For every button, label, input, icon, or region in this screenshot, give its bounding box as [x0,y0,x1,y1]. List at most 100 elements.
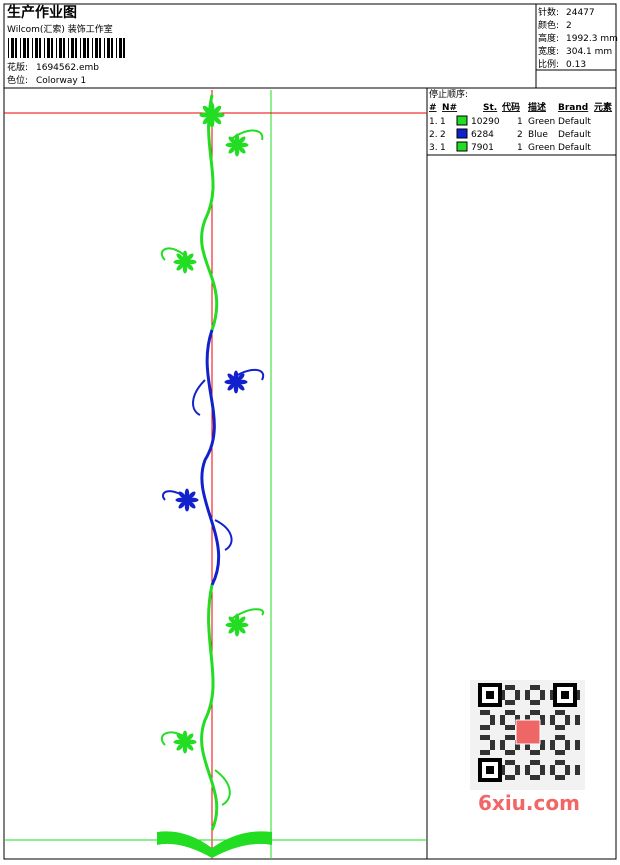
flower-petal [224,379,235,385]
table-title: 停止顺序: [429,88,468,100]
qr-cell [540,745,545,750]
flower-petal [225,142,236,148]
flower-petal [187,500,196,509]
qr-cell [515,690,520,695]
flower-petal [202,105,212,115]
vine-stem [200,584,219,831]
flower-petal [213,112,225,118]
qr-cell [560,750,565,755]
stat-label: 颜色: [538,19,559,31]
stitches: 6284 [471,130,494,140]
stat-value: 1992.3 mm [566,34,618,44]
bar-stripe [87,38,89,58]
qr-cell [505,750,510,755]
column-header: St. [483,103,497,113]
qr-cell [490,740,495,745]
qr-cell [515,770,520,775]
qr-cell [560,735,565,740]
qr-cell [515,695,520,700]
column-header: 描述 [528,101,546,113]
brand: Default [558,130,591,140]
flower-petal [228,145,237,154]
stat-value: 24477 [566,8,595,18]
bar-stripe [111,38,113,58]
qr-cell [565,745,570,750]
qr-cell [565,715,570,720]
qr-cell [550,770,555,775]
flower-petal [234,146,240,157]
qr-cell [515,745,520,750]
qr-cell [525,770,530,775]
flower-center [233,141,241,149]
qr-cell [575,740,580,745]
bar-stripe [56,38,57,58]
qr-cell [575,765,580,770]
needle: 1 [440,117,446,127]
qr-cell [530,700,535,705]
qr-cell [550,695,555,700]
description: Green [528,117,555,127]
stat-label: 高度: [538,32,559,44]
row-index: 2. [429,130,438,140]
bar-stripe [119,38,122,58]
column-header: 代码 [501,101,520,113]
qr-cell [555,710,560,715]
flower-petal [237,145,246,154]
vine-curl [229,368,265,381]
flower-petal [187,491,196,500]
qr-cell [575,770,580,775]
qr-cell [480,710,485,715]
flower-center [181,738,189,746]
qr-cell [500,720,505,725]
flower-petal [184,501,190,512]
qr-cell [505,775,510,780]
flower-center [232,378,240,386]
qr-cell [510,750,515,755]
qr-cell [535,685,540,690]
qr-cell [565,770,570,775]
flower-petal [188,497,199,503]
vine-base [157,831,272,858]
flower-petal [237,136,246,145]
bar-stripe [8,38,9,58]
qr-code [470,680,585,790]
qr-finder-dot [486,691,494,699]
qr-cell [500,740,505,745]
bar-stripe [27,38,29,58]
design: 1694562.emb [36,63,99,73]
code: 2 [517,130,523,140]
vine-curl [160,247,191,261]
bar-stripe [23,38,26,58]
qr-cell [560,725,565,730]
qr-cell [555,750,560,755]
qr-cell [535,710,540,715]
flower-petal [228,616,237,625]
qr-cell [490,715,495,720]
flower-petal [227,382,236,391]
bar-stripe [71,38,74,58]
flower-petal [182,263,188,274]
qr-cell [555,760,560,765]
flower-petal [237,625,246,634]
vine-curl [214,519,233,551]
column-header: N# [442,103,457,113]
flower-petal [228,625,237,634]
qr-cell [515,715,520,720]
flower-petal [185,253,194,262]
flower-petal [185,742,194,751]
color-swatch [456,128,468,139]
flower-center [208,111,216,119]
flower-petal [228,136,237,145]
qr-cell [540,740,545,745]
vine-stem [200,94,219,331]
column-header: Brand [558,103,588,113]
flower-petal [234,626,240,637]
bar-stripe [51,38,53,58]
qr-cell [565,765,570,770]
qr-cell [555,775,560,780]
qr-cell [480,750,485,755]
qr-cell [500,695,505,700]
qr-cell [490,745,495,750]
bar-stripe [11,38,14,58]
stitches: 10290 [471,117,500,127]
